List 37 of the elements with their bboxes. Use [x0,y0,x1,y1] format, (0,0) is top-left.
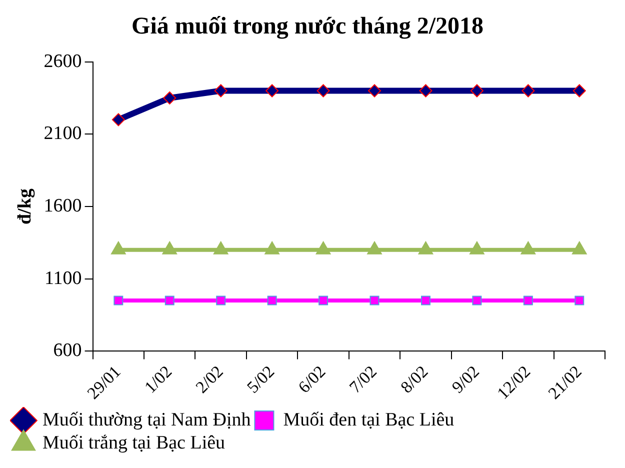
point [316,84,330,98]
point [163,91,176,104]
point [523,296,533,306]
y-axis-title: đ/kg [14,188,36,224]
point [267,296,277,306]
legend-label: Muối đen tại Bạc Liêu [283,409,455,430]
x-tick-label: 9/02 [448,362,483,397]
point [164,296,174,306]
x-tick-label: 2/02 [192,362,227,397]
point [420,296,430,306]
point [574,296,584,306]
x-tick-label: 8/02 [396,362,432,397]
legend-label: Muối trắng tại Bạc Liêu [42,432,226,454]
chart-title: Giá muối trong nước tháng 2/2018 [132,14,484,40]
x-tick-label: 6/02 [294,362,330,397]
point [572,84,586,98]
point [216,296,226,306]
x-tick-label: 1/02 [140,362,176,397]
legend-label: Muối thường tại Nam Định [42,409,252,430]
point [214,84,228,98]
y-tick-label: 600 [53,340,82,362]
x-tick-label: 5/02 [243,362,278,397]
point [370,296,380,306]
point [522,84,535,98]
point [470,84,484,98]
point [112,113,125,126]
point [419,84,432,98]
y-tick-label: 2100 [44,123,82,144]
y-tick-label: 2600 [44,50,82,72]
point [114,296,124,306]
point [472,296,482,306]
point [266,84,279,98]
point [318,296,328,306]
point [368,84,382,98]
y-tick-label: 1600 [44,195,82,216]
y-tick-label: 1100 [44,268,82,289]
x-tick-label: 7/02 [346,362,380,397]
